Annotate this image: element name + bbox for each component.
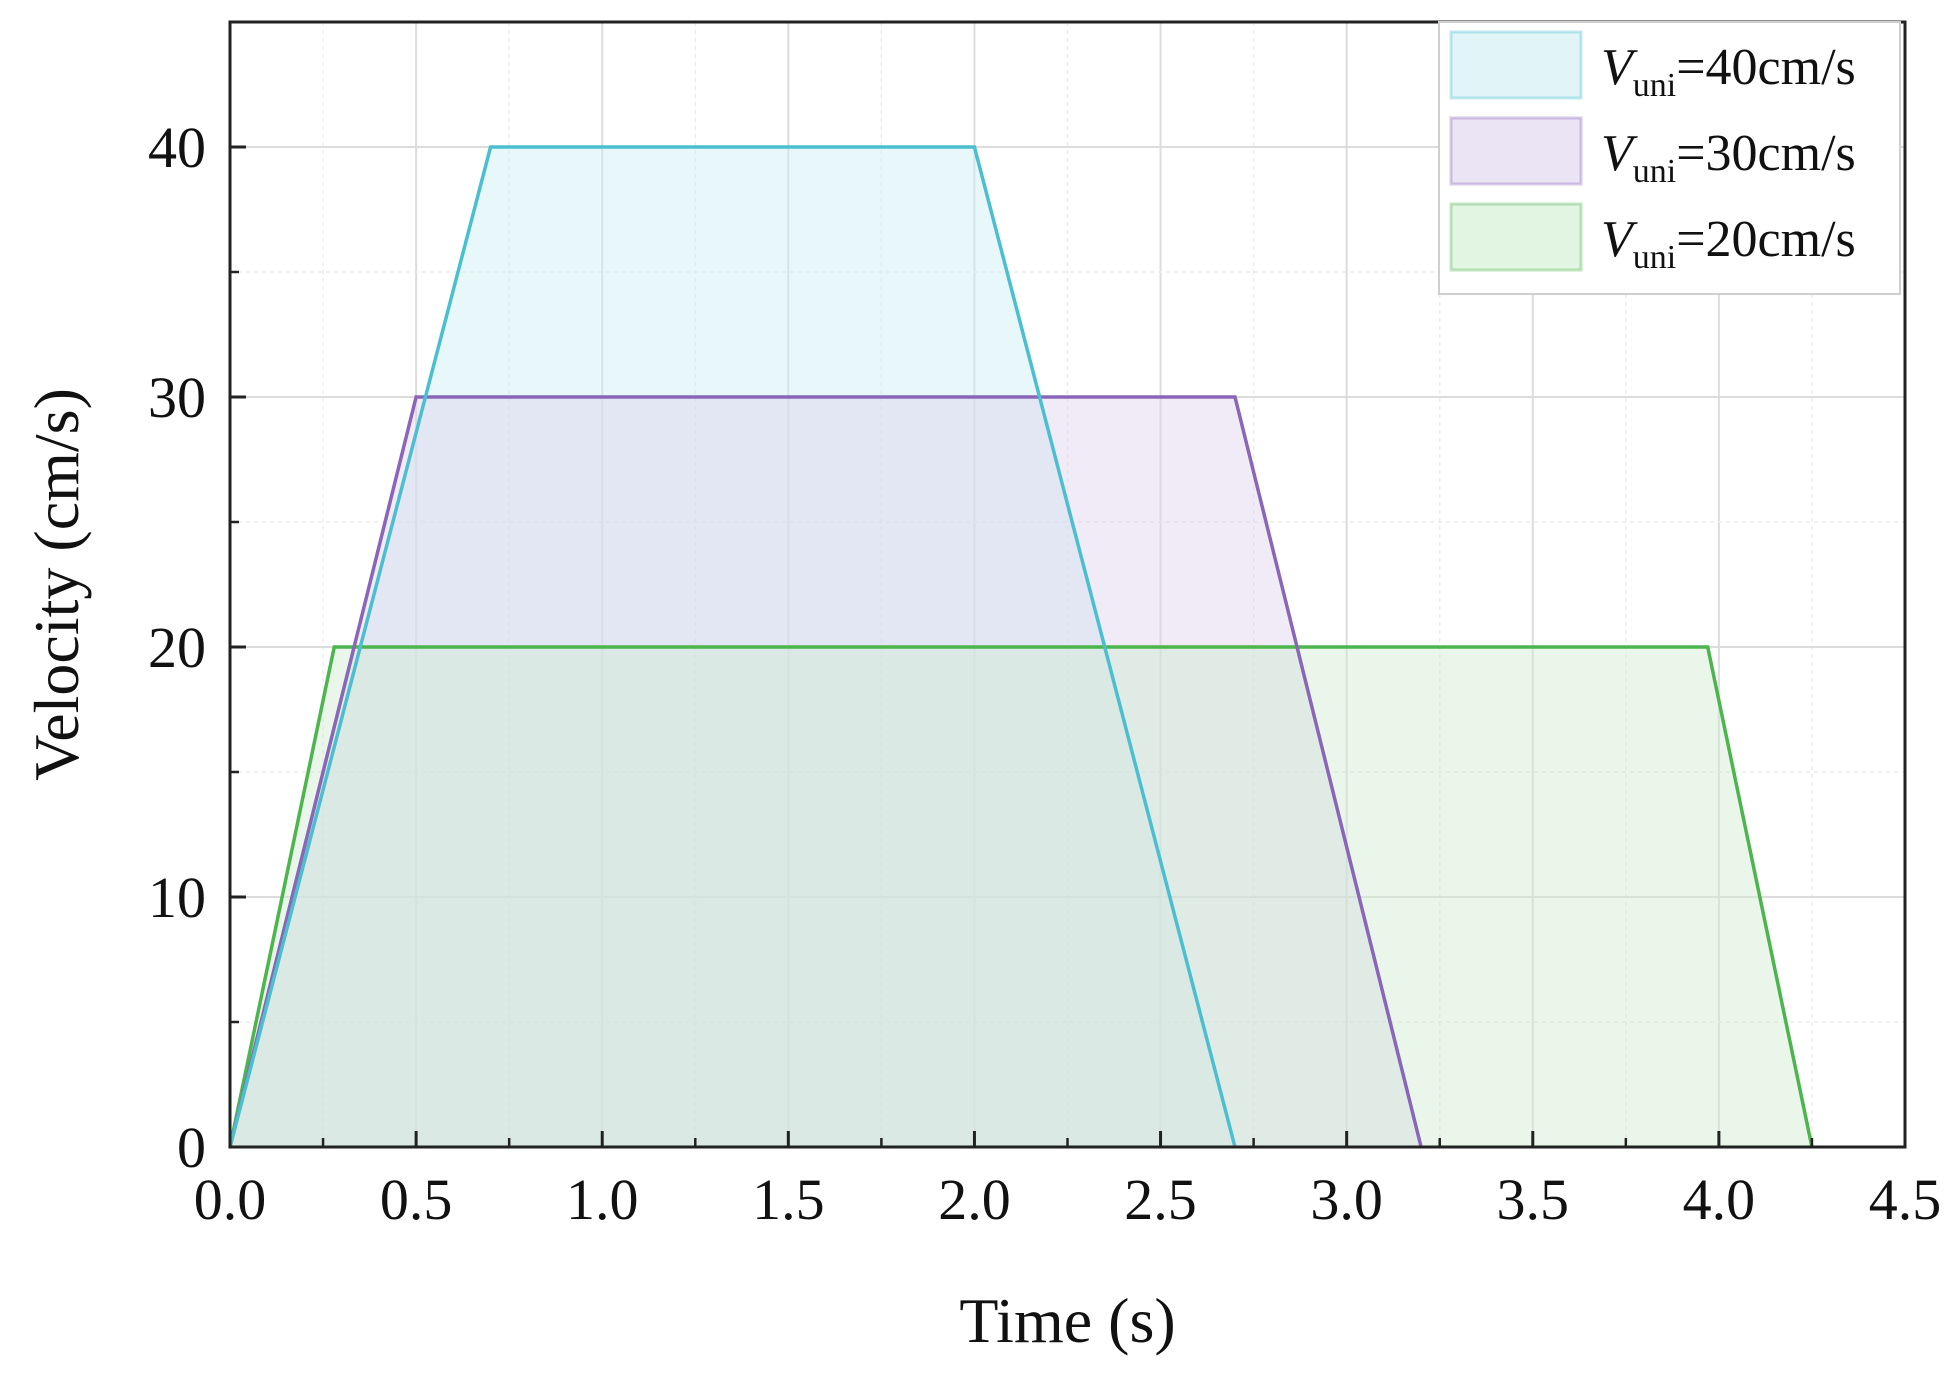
x-tick-label: 0.5 [380,1167,453,1232]
x-axis-label: Time (s) [959,1285,1175,1356]
y-tick-label: 10 [148,865,206,930]
series-line-1 [228,145,1237,1148]
y-tick-label: 40 [148,115,206,180]
x-tick-label: 2.5 [1124,1167,1197,1232]
legend-label-2: Vuni=30cm/s [1601,125,1856,190]
x-tick-label: 0.0 [194,1167,267,1232]
legend-label-3: Vuni=20cm/s [1601,211,1856,276]
x-tick-label: 4.0 [1683,1167,1756,1232]
legend-label-1: Vuni=40cm/s [1601,39,1856,104]
series-line-3 [228,645,1814,1148]
y-tick-label: 30 [148,365,206,430]
axes [228,20,1907,1149]
x-tick-label: 3.5 [1497,1167,1570,1232]
legend-swatch-2 [1449,116,1583,186]
x-tick-label: 1.0 [566,1167,639,1232]
area-fill-series-2 [230,397,1422,1147]
y-axis-label: Velocity (cm/s) [21,388,92,781]
grid [230,22,1905,1147]
x-tick-label: 4.5 [1869,1167,1942,1232]
legend-swatch-3 [1449,202,1583,272]
x-tick-label: 3.0 [1310,1167,1383,1232]
tick-labels: 0.0 0.5 1.0 1.5 2.0 2.5 3.0 3.5 4.0 4.5 0 10 20 30 40 [148,115,1941,1232]
x-tick-label: 2.0 [938,1167,1011,1232]
area-fill-series-3 [230,647,1812,1147]
legend: Vuni=40cm/s Vuni=30cm/s Vuni=20cm/s [1438,21,1901,295]
series-lines [228,145,1814,1148]
y-tick-label: 20 [148,615,206,680]
y-tick-label: 0 [177,1115,206,1180]
series-line-2 [228,395,1423,1148]
legend-swatch-1 [1449,30,1583,100]
x-tick-label: 1.5 [752,1167,825,1232]
